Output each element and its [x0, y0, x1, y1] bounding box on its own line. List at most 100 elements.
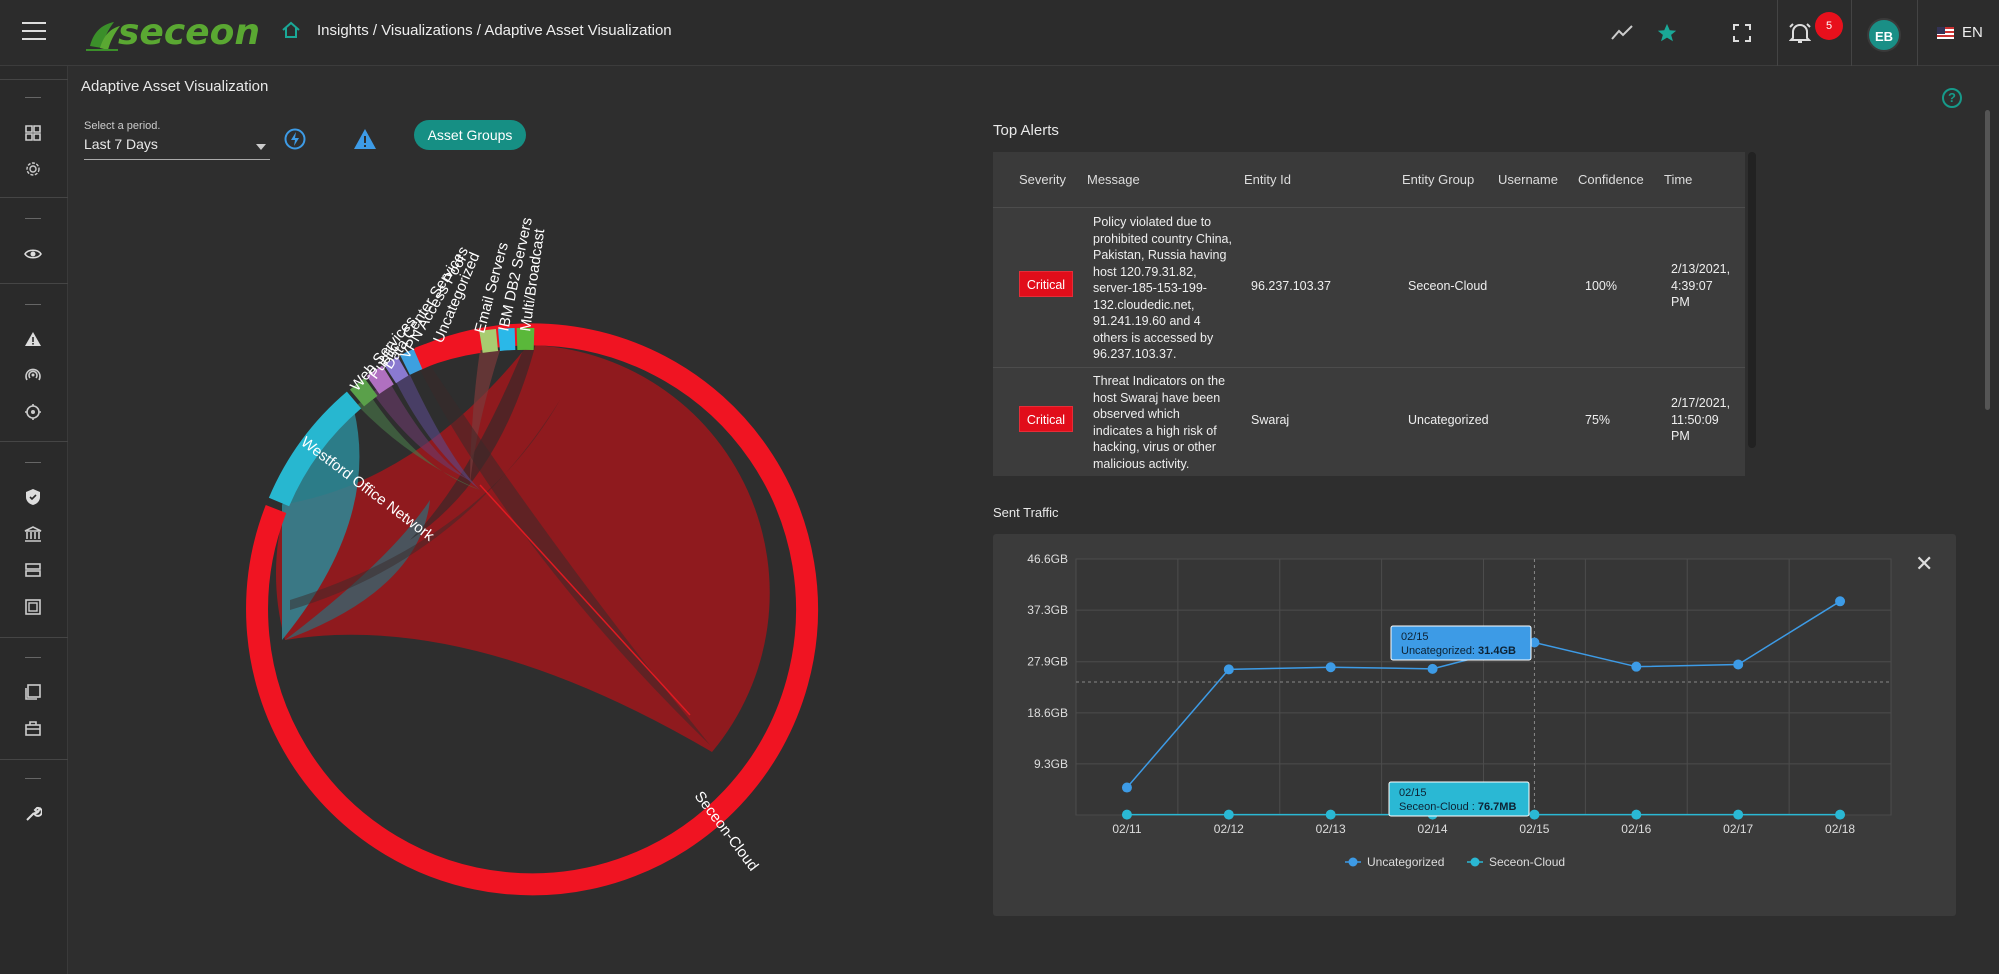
data-point	[1835, 809, 1846, 820]
asset-groups-button[interactable]: Asset Groups	[414, 120, 526, 150]
wrench-icon[interactable]	[24, 805, 42, 823]
notification-badge[interactable]: 5	[1815, 12, 1843, 40]
period-select[interactable]: Last 7 Days	[84, 136, 270, 160]
divider	[1777, 0, 1778, 66]
top-alerts-table: Severity Message Entity Id Entity Group …	[993, 152, 1745, 476]
column-header-message[interactable]: Message	[1087, 172, 1140, 187]
alert-triangle-icon[interactable]	[353, 128, 377, 150]
brand-logo[interactable]: seceon	[84, 8, 274, 56]
y-tick-label: 18.6GB	[1027, 706, 1068, 720]
group-chord	[372, 383, 480, 485]
toolbox-icon[interactable]	[24, 719, 42, 737]
alert-message: Policy violated due to prohibited countr…	[1093, 214, 1243, 363]
page-title: Adaptive Asset Visualization	[81, 78, 269, 95]
column-header-entity-id[interactable]: Entity Id	[1244, 172, 1291, 187]
target-icon[interactable]	[24, 403, 42, 421]
trend-icon[interactable]	[1611, 24, 1633, 42]
eye-icon[interactable]	[24, 245, 42, 263]
legend-label: Uncategorized	[1367, 855, 1444, 869]
warning-icon[interactable]	[24, 330, 42, 348]
top-alerts-title: Top Alerts	[993, 122, 1059, 139]
close-icon[interactable]: ✕	[1915, 551, 1934, 576]
bell-icon[interactable]	[1789, 21, 1811, 45]
radar-icon[interactable]	[24, 366, 42, 384]
column-header-entity-group[interactable]: Entity Group	[1402, 172, 1475, 187]
sidebar-divider	[0, 637, 68, 638]
home-icon[interactable]	[281, 20, 301, 40]
alert-message: Threat Indicators on the host Swaraj hav…	[1093, 373, 1243, 472]
data-point	[1733, 659, 1744, 670]
sidebar-section-marker	[25, 462, 41, 463]
column-header-time[interactable]: Time	[1664, 172, 1693, 187]
fullscreen-icon[interactable]	[1733, 24, 1751, 42]
time-line: PM	[1671, 295, 1690, 309]
sidebar-section-marker	[25, 657, 41, 658]
brand-logo-text: seceon	[118, 12, 260, 53]
red-link	[479, 484, 691, 716]
sidebar-divider	[0, 441, 68, 442]
x-tick-label: 02/11	[1112, 822, 1141, 836]
data-point	[1325, 662, 1336, 673]
data-point	[1529, 809, 1540, 820]
entity-group: Seceon-Cloud	[1408, 279, 1488, 293]
tooltip-uncategorized-box	[1390, 625, 1532, 661]
lightning-icon[interactable]	[284, 128, 306, 150]
message-line: 132.cloudedic.net,	[1093, 297, 1195, 312]
column-header-confidence[interactable]: Confidence	[1578, 172, 1644, 187]
legend-label: Seceon-Cloud	[1489, 855, 1565, 869]
data-point	[1121, 782, 1132, 793]
sidebar-section-marker	[25, 304, 41, 305]
table-row[interactable]: Critical Policy violated due to prohibit…	[993, 207, 1745, 367]
x-tick-label: 02/18	[1825, 822, 1855, 836]
institution-icon[interactable]	[24, 525, 42, 543]
web-services-arc	[349, 378, 378, 407]
email-servers-arc	[479, 329, 499, 353]
breadcrumb[interactable]: Insights / Visualizations / Adaptive Ass…	[317, 22, 672, 39]
server-icon[interactable]	[24, 561, 42, 579]
data-point	[1733, 809, 1744, 820]
alert-time: 2/13/2021, 4:39:07 PM	[1671, 261, 1730, 311]
message-line: 91.241.19.60 and 4	[1093, 314, 1201, 328]
chord-arcs	[246, 323, 819, 896]
y-tick-label: 27.9GB	[1027, 655, 1068, 669]
language-selector[interactable]: EN	[1962, 24, 1983, 41]
entity-id[interactable]: 96.237.103.37	[1251, 279, 1331, 293]
message-line: host 120.79.31.82,	[1093, 264, 1197, 279]
time-line: 2/13/2021,	[1671, 262, 1731, 276]
dashboard-icon[interactable]	[24, 124, 42, 142]
column-header-username[interactable]: Username	[1498, 172, 1558, 187]
confidence: 75%	[1585, 413, 1611, 427]
menu-icon[interactable]	[22, 22, 46, 42]
time-line: 11:50:09	[1671, 412, 1719, 427]
user-avatar[interactable]: EB	[1867, 18, 1901, 52]
table-scrollbar[interactable]	[1748, 152, 1756, 448]
entity-group: Uncategorized	[1408, 413, 1489, 427]
data-point	[1223, 809, 1234, 820]
sidebar-section-marker	[25, 218, 41, 219]
fingerprint-icon[interactable]	[24, 160, 42, 178]
sent-traffic-title: Sent Traffic	[993, 505, 1059, 520]
period-value: Last 7 Days	[84, 136, 158, 152]
help-icon[interactable]: ?	[1942, 88, 1962, 108]
table-row[interactable]: Critical Threat Indicators on the host S…	[993, 367, 1745, 476]
message-line: observed which	[1093, 407, 1180, 421]
star-icon[interactable]	[1656, 22, 1678, 44]
entity-id[interactable]: Swaraj	[1251, 413, 1290, 427]
chevron-down-icon	[256, 144, 266, 150]
gallery-icon[interactable]	[24, 683, 42, 701]
us-flag-icon[interactable]	[1937, 27, 1954, 39]
group-chord	[395, 375, 480, 490]
group-chord	[470, 350, 500, 485]
divider	[1851, 0, 1852, 66]
column-header-severity[interactable]: Severity	[1019, 172, 1066, 187]
sent-traffic-chart: 46.6GB 37.3GB 27.9GB 18.6GB 9.3GB 02/11 02/12 0…	[1027, 552, 1892, 869]
report-icon[interactable]	[24, 598, 42, 616]
tooltip-seceon-cloud-date: 02/15	[1399, 787, 1427, 799]
sidebar-divider	[0, 759, 68, 760]
shield-icon[interactable]	[24, 488, 42, 506]
data-point	[1121, 809, 1132, 820]
ibm-db2-servers-arc	[497, 328, 516, 351]
x-tick-label: 02/14	[1418, 822, 1448, 836]
page-scrollbar[interactable]	[1985, 110, 1990, 410]
message-line: malicious activity.	[1093, 456, 1190, 471]
